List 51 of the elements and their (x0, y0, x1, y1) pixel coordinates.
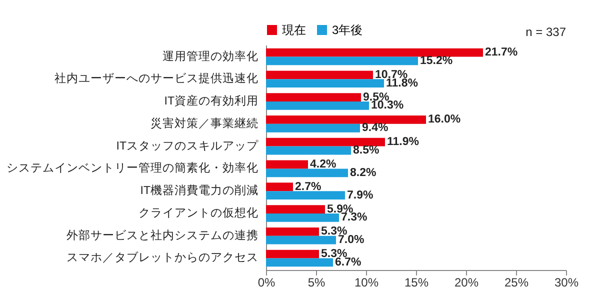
bar (266, 191, 345, 200)
legend-label: 現在 (282, 23, 306, 37)
data-label: 8.5% (353, 144, 380, 157)
bar (266, 168, 348, 178)
bar (266, 146, 351, 155)
bar (266, 124, 360, 132)
data-label: 15.2% (420, 54, 453, 67)
bar (266, 182, 293, 192)
bar (266, 227, 319, 236)
bar (266, 236, 336, 244)
bar (266, 70, 373, 80)
bar (266, 250, 319, 258)
data-label: 2.7% (295, 180, 322, 193)
data-label: 11.8% (386, 77, 418, 90)
bar (266, 213, 339, 222)
bar (266, 258, 333, 267)
bar (266, 56, 418, 66)
data-label: 16.0% (428, 114, 461, 126)
x-tick-label: 25% (504, 276, 529, 290)
data-label: 4.2% (310, 158, 336, 170)
bar (266, 116, 426, 124)
x-tick-label: 10% (354, 276, 379, 290)
y-tick-label: スマホ／タブレットからのアクセス (66, 250, 258, 264)
x-tick-label: 0% (258, 276, 276, 290)
data-label: 8.2% (350, 166, 376, 179)
data-label: 11.9% (387, 136, 419, 148)
data-label: 7.9% (347, 189, 374, 202)
bar (266, 102, 369, 110)
text: n = 337 (526, 25, 566, 39)
y-tick-label: ITスタッフのスキルアップ (116, 138, 260, 152)
y-tick-label: 外部サービスと社内システムの連携 (66, 228, 258, 242)
y-tick-label: 災害対策／事業継続 (150, 116, 258, 130)
x-tick-label: 30% (554, 276, 579, 290)
bar (266, 138, 385, 146)
bar (266, 93, 361, 102)
x-tick-label: 15% (404, 276, 429, 290)
y-tick-label: クライアントの仮想化 (138, 206, 258, 220)
x-tick-label: 20% (454, 276, 479, 290)
y-tick-label: IT機器消費電力の削減 (140, 184, 258, 198)
data-label: 21.7% (485, 46, 518, 59)
bar (266, 160, 308, 169)
y-tick-label: 社内ユーザーへのサービス提供迅速化 (54, 72, 258, 86)
bar (266, 48, 483, 57)
legend-label: 3年後 (332, 23, 363, 37)
y-tick-label: 運用管理の効率化 (162, 48, 258, 63)
y-tick-label: システムインベントリー管理の簡素化・効率化 (6, 160, 258, 175)
bar (266, 79, 384, 88)
y-tick-label: IT資産の有効利用 (164, 94, 258, 108)
x-tick-label: 5% (308, 276, 326, 290)
bar (266, 205, 325, 214)
data-label: 9.4% (362, 122, 388, 134)
